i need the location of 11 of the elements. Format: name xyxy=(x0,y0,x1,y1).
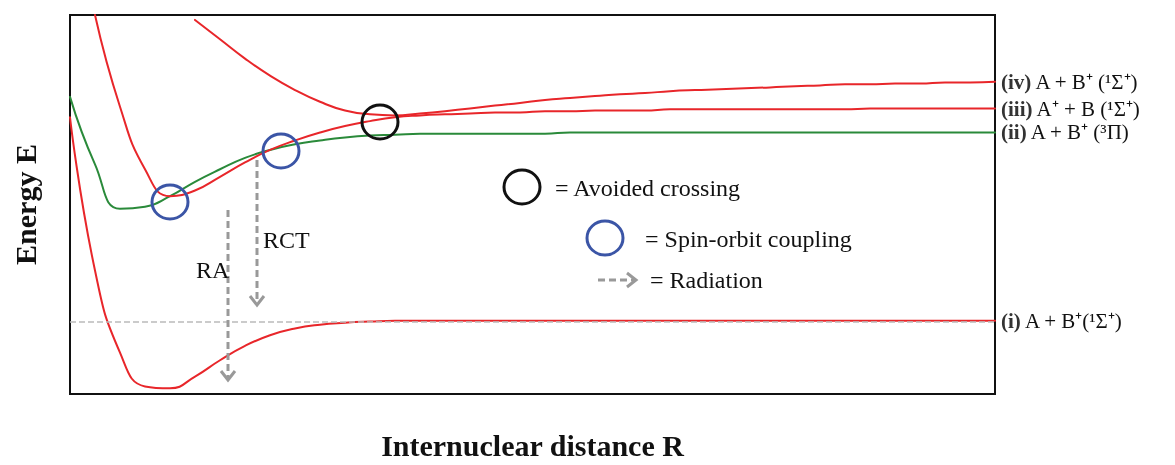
annotation: RA xyxy=(196,257,230,283)
series-label: (iii) A⁺ + B (¹Σ⁺) xyxy=(1001,96,1140,121)
annotation: RCT xyxy=(263,227,310,253)
annotation: = Radiation xyxy=(650,267,763,293)
series-label: (i) A + B⁺(¹Σ⁺) xyxy=(1001,308,1122,333)
series-label: (iv) A + B⁺ (¹Σ⁺) xyxy=(1001,69,1138,94)
y-axis-title: Energy E xyxy=(8,144,42,265)
x-axis-title: Internuclear distance R xyxy=(381,428,685,462)
annotation: = Avoided crossing xyxy=(555,175,741,201)
series-label: (ii) A + B⁺ (³Π) xyxy=(1001,120,1129,145)
annotation: = Spin-orbit coupling xyxy=(645,226,852,252)
